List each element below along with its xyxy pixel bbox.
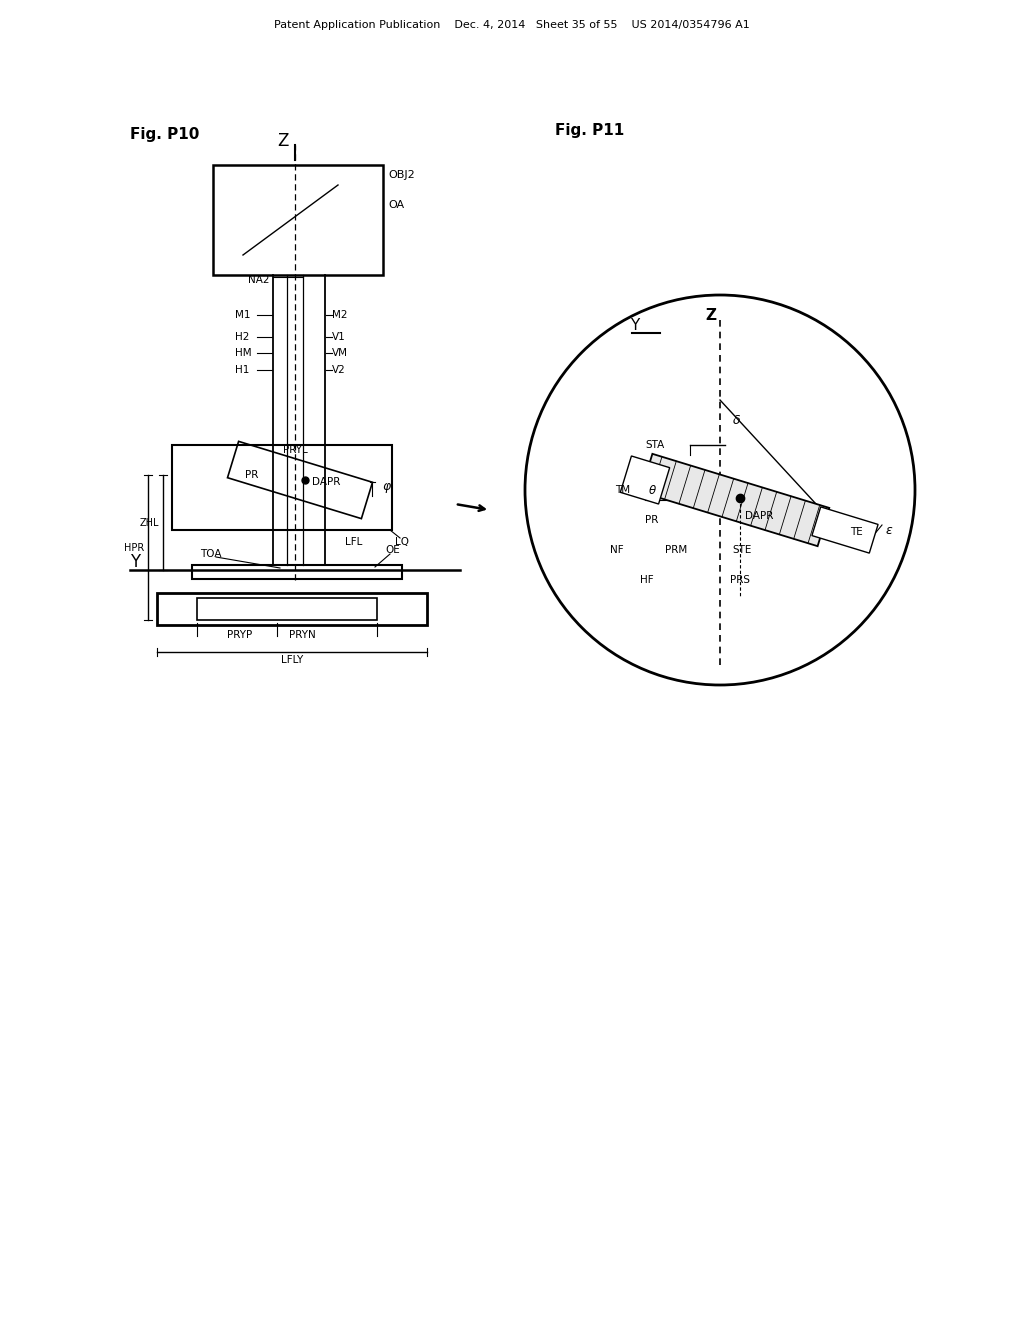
Circle shape (525, 294, 915, 685)
Text: TM: TM (615, 484, 630, 495)
Bar (213, 165, 383, 275)
Text: Y: Y (630, 318, 639, 333)
Text: PRYN: PRYN (289, 630, 315, 640)
Text: HPR: HPR (124, 543, 144, 553)
Text: V2: V2 (332, 366, 346, 375)
Text: STA: STA (645, 440, 665, 450)
Text: V1: V1 (332, 333, 346, 342)
Text: OE: OE (385, 545, 399, 554)
Text: OA: OA (388, 201, 404, 210)
Text: VM: VM (332, 348, 348, 358)
Text: H2: H2 (234, 333, 250, 342)
Bar (157, 593, 427, 624)
Text: Patent Application Publication    Dec. 4, 2014   Sheet 35 of 55    US 2014/03547: Patent Application Publication Dec. 4, 2… (274, 20, 750, 30)
Polygon shape (812, 507, 878, 553)
Text: Fig. P10: Fig. P10 (130, 128, 200, 143)
Text: ZHL: ZHL (139, 517, 159, 528)
Text: STE: STE (732, 545, 752, 554)
Text: OBJ2: OBJ2 (388, 170, 415, 180)
Text: NA2: NA2 (248, 275, 269, 285)
Text: PRM: PRM (665, 545, 687, 554)
Text: PR: PR (645, 515, 658, 525)
Text: H1: H1 (234, 366, 250, 375)
Bar (193, 565, 402, 579)
Text: PRS: PRS (730, 576, 750, 585)
Text: $\varphi$: $\varphi$ (382, 480, 392, 495)
Text: HF: HF (640, 576, 653, 585)
Text: M1: M1 (234, 310, 251, 319)
Text: NF: NF (610, 545, 624, 554)
Text: PRYL: PRYL (283, 445, 307, 455)
Text: LFLY: LFLY (281, 655, 303, 665)
Polygon shape (641, 454, 829, 546)
Text: TOA: TOA (200, 549, 221, 558)
Text: $\theta$: $\theta$ (648, 484, 657, 498)
Text: HM: HM (234, 348, 252, 358)
Text: DAPR: DAPR (745, 511, 773, 521)
Text: $\varepsilon$: $\varepsilon$ (885, 524, 893, 536)
Text: Fig. P11: Fig. P11 (555, 123, 625, 137)
Text: Z: Z (705, 308, 716, 322)
Text: LQ: LQ (395, 537, 409, 546)
Bar (172, 445, 392, 531)
Text: Z: Z (278, 132, 289, 150)
Text: PR: PR (245, 470, 258, 480)
Bar (197, 598, 377, 620)
Text: Y: Y (130, 553, 140, 572)
Text: OA: OA (845, 531, 861, 540)
Text: DAPR: DAPR (312, 477, 340, 487)
Text: PRYP: PRYP (227, 630, 253, 640)
Text: M2: M2 (332, 310, 347, 319)
Text: TE: TE (850, 527, 863, 537)
Polygon shape (621, 455, 670, 504)
Text: $\delta$: $\delta$ (732, 413, 741, 426)
Bar (645, 482, 675, 500)
Text: LFL: LFL (345, 537, 362, 546)
